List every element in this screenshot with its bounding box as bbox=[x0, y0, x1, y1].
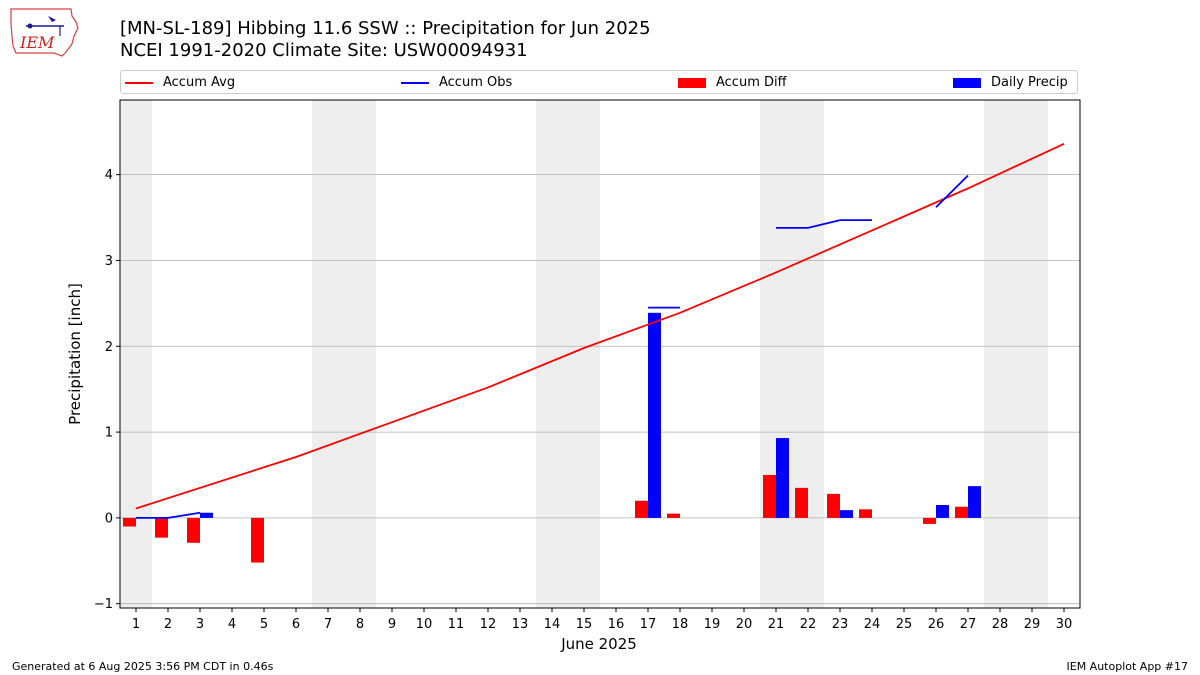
bar-accum-diff bbox=[123, 517, 136, 527]
line-accum-avg bbox=[135, 142, 1065, 510]
x-tick-label: 16 bbox=[608, 617, 625, 632]
iowa-outline bbox=[10, 8, 79, 57]
weekend-shade bbox=[760, 100, 824, 608]
line-accum-obs bbox=[136, 511, 201, 519]
bar-daily-precip bbox=[968, 486, 981, 518]
weekend-shade bbox=[984, 100, 1048, 608]
bar-daily-precip bbox=[936, 505, 949, 518]
logo-bird bbox=[48, 16, 56, 22]
x-tick-label: 4 bbox=[228, 617, 236, 632]
y-axis-label: Precipitation [inch] bbox=[66, 283, 84, 425]
x-tick-label: 3 bbox=[196, 617, 204, 632]
chart-title: [MN-SL-189] Hibbing 11.6 SSW :: Precipit… bbox=[120, 18, 651, 39]
x-tick-label: 22 bbox=[800, 617, 817, 632]
weekend-shade bbox=[120, 100, 152, 608]
legend-item-daily-precip: Daily Precip bbox=[953, 74, 1068, 92]
logo-text: IEM bbox=[19, 33, 55, 52]
x-tick-label: 20 bbox=[736, 617, 753, 632]
weekend-shade bbox=[312, 100, 376, 608]
y-tick-label: 3 bbox=[105, 254, 113, 269]
x-tick-label: 5 bbox=[260, 617, 268, 632]
y-tick-label: 0 bbox=[105, 511, 113, 526]
legend-swatch-accum-diff bbox=[678, 77, 706, 88]
x-tick-label: 17 bbox=[640, 617, 657, 632]
line-accum-obs bbox=[935, 174, 969, 208]
y-tick-label: −1 bbox=[94, 597, 113, 612]
x-tick-label: 27 bbox=[960, 617, 977, 632]
x-tick-label: 9 bbox=[388, 617, 396, 632]
x-tick-label: 19 bbox=[704, 617, 721, 632]
x-tick-label: 28 bbox=[992, 617, 1009, 632]
legend-item-accum-avg: Accum Avg bbox=[125, 74, 235, 92]
bar-accum-diff bbox=[859, 509, 872, 518]
bar-accum-diff bbox=[187, 517, 200, 543]
bar-daily-precip bbox=[776, 438, 789, 518]
legend-label-accum-avg: Accum Avg bbox=[163, 75, 236, 90]
x-tick-label: 8 bbox=[356, 617, 364, 632]
bar-accum-diff bbox=[795, 487, 808, 518]
legend-label-accum-obs: Accum Obs bbox=[439, 75, 513, 90]
bar-accum-diff bbox=[251, 517, 264, 563]
bar-accum-diff bbox=[923, 517, 936, 524]
legend-item-accum-diff: Accum Diff bbox=[678, 74, 787, 92]
legend-swatch-daily-precip bbox=[953, 77, 981, 88]
plot-frame bbox=[119, 99, 1081, 609]
x-tick-label: 10 bbox=[416, 617, 433, 632]
bar-accum-diff bbox=[667, 513, 680, 518]
bar-daily-precip bbox=[840, 510, 853, 518]
legend-label-daily-precip: Daily Precip bbox=[991, 75, 1068, 90]
x-tick-label: 21 bbox=[768, 617, 785, 632]
x-tick-label: 29 bbox=[1024, 617, 1041, 632]
footer-generated: Generated at 6 Aug 2025 3:56 PM CDT in 0… bbox=[12, 660, 274, 673]
footer-app: IEM Autoplot App #17 bbox=[1066, 660, 1189, 673]
bar-daily-precip bbox=[200, 512, 213, 518]
x-tick-label: 14 bbox=[544, 617, 561, 632]
y-tick-label: 2 bbox=[105, 340, 113, 355]
x-tick-label: 15 bbox=[576, 617, 593, 632]
y-tick-label: 4 bbox=[105, 168, 113, 183]
bar-accum-diff bbox=[635, 500, 648, 518]
legend: Accum Avg Accum Obs Accum Diff Daily Pre… bbox=[120, 70, 1078, 94]
x-tick-label: 6 bbox=[292, 617, 300, 632]
x-tick-label: 18 bbox=[672, 617, 689, 632]
chart-subtitle: NCEI 1991-2020 Climate Site: USW00094931 bbox=[120, 40, 528, 61]
x-tick-label: 7 bbox=[324, 617, 332, 632]
x-tick-label: 25 bbox=[896, 617, 913, 632]
iem-logo: IEM bbox=[10, 8, 79, 57]
bar-accum-diff bbox=[955, 506, 968, 518]
x-axis-label: June 2025 bbox=[560, 635, 637, 653]
legend-label-accum-diff: Accum Diff bbox=[716, 75, 787, 90]
x-tick-label: 13 bbox=[512, 617, 529, 632]
x-tick-label: 1 bbox=[132, 617, 140, 632]
bar-accum-diff bbox=[155, 517, 168, 538]
bar-accum-diff bbox=[763, 474, 776, 518]
line-accum-obs bbox=[776, 219, 872, 229]
legend-item-accum-obs: Accum Obs bbox=[401, 74, 512, 92]
x-tick-label: 11 bbox=[448, 617, 465, 632]
x-tick-label: 26 bbox=[928, 617, 945, 632]
x-tick-label: 12 bbox=[480, 617, 497, 632]
x-tick-label: 23 bbox=[832, 617, 849, 632]
bar-daily-precip bbox=[648, 312, 661, 518]
x-tick-label: 24 bbox=[864, 617, 881, 632]
legend-swatch-accum-obs bbox=[401, 81, 429, 84]
bar-accum-diff bbox=[827, 493, 840, 518]
x-tick-label: 2 bbox=[164, 617, 172, 632]
x-tick-label: 30 bbox=[1056, 617, 1073, 632]
logo-dot bbox=[27, 23, 33, 29]
legend-swatch-accum-avg bbox=[125, 81, 153, 84]
y-tick-label: 1 bbox=[105, 426, 113, 441]
